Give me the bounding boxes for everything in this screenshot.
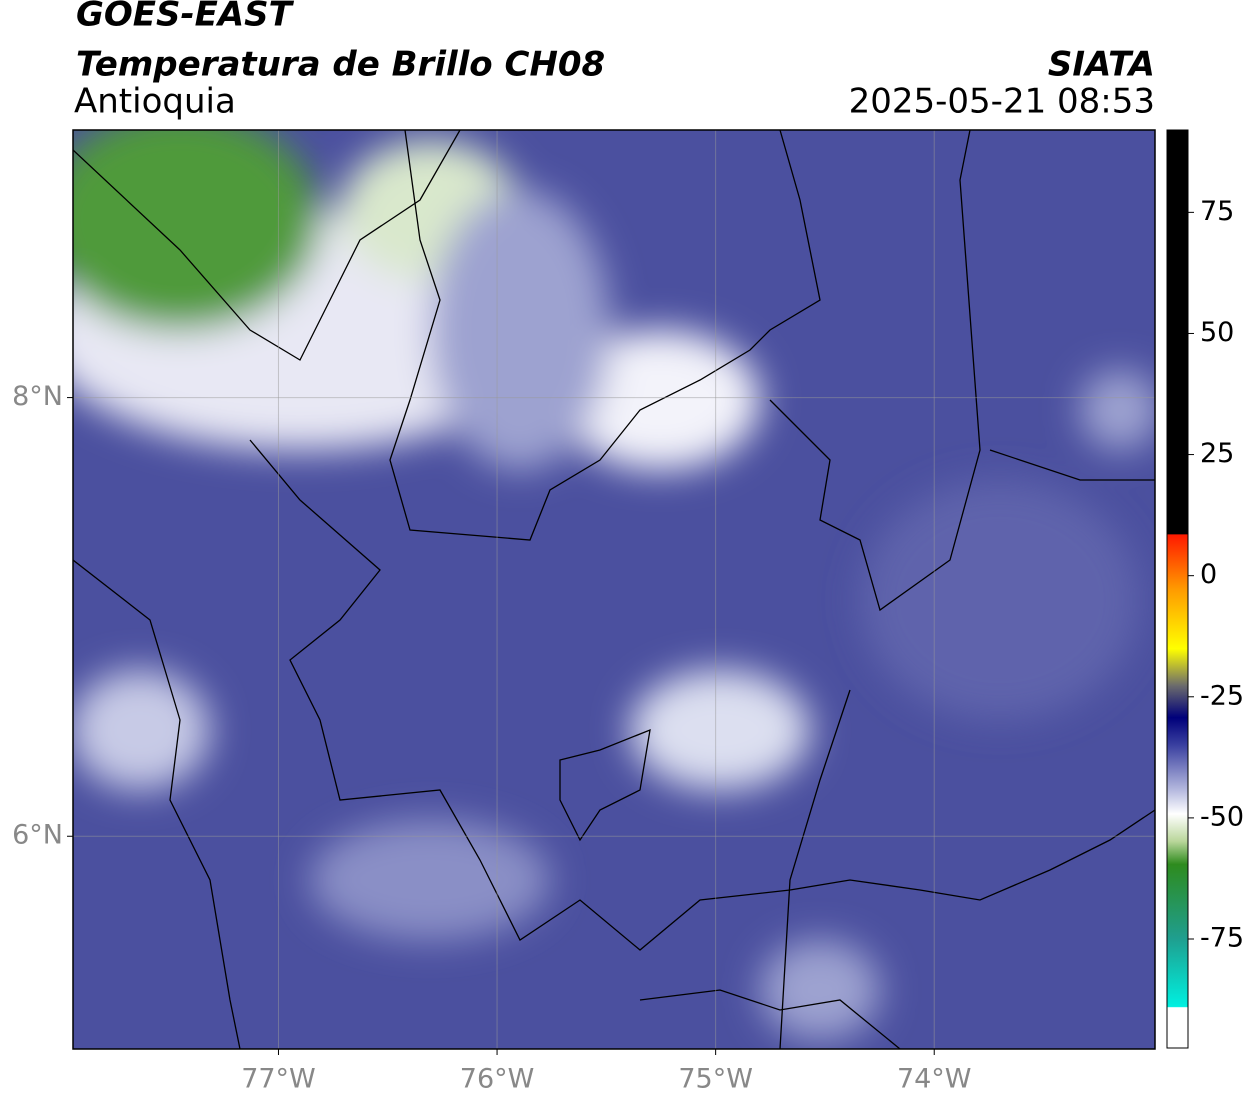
map-frame [72,129,1156,1050]
grid [73,130,1155,1049]
timestamp: 2025-05-21 08:53 [849,82,1155,122]
colorbar-tick-label: -50 [1200,801,1244,832]
subtitle: Temperatura de Brillo CH08 [76,45,605,85]
colorbar-tick-label: 50 [1200,317,1234,348]
y-tick-label: 6°N [12,820,63,851]
x-tick-label: 76°W [460,1064,535,1095]
x-tick-label: 75°W [678,1064,753,1095]
y-tick-label: 8°N [12,381,63,412]
region: Antioquia [74,82,236,122]
colorbar-tick-label: -75 [1200,923,1244,954]
x-tick-label: 77°W [241,1064,316,1095]
x-tick-label: 74°W [897,1064,972,1095]
title: GOES-EAST [76,0,295,35]
colorbar-tick-label: 25 [1200,438,1234,469]
colorbar-tick-label: 0 [1200,559,1217,590]
colorbar [1166,129,1189,1049]
map-image [73,130,1155,1049]
colorbar-tick-label: -25 [1200,680,1244,711]
source: SIATA [1048,45,1155,85]
colorbar-tick-label: 75 [1200,196,1234,227]
